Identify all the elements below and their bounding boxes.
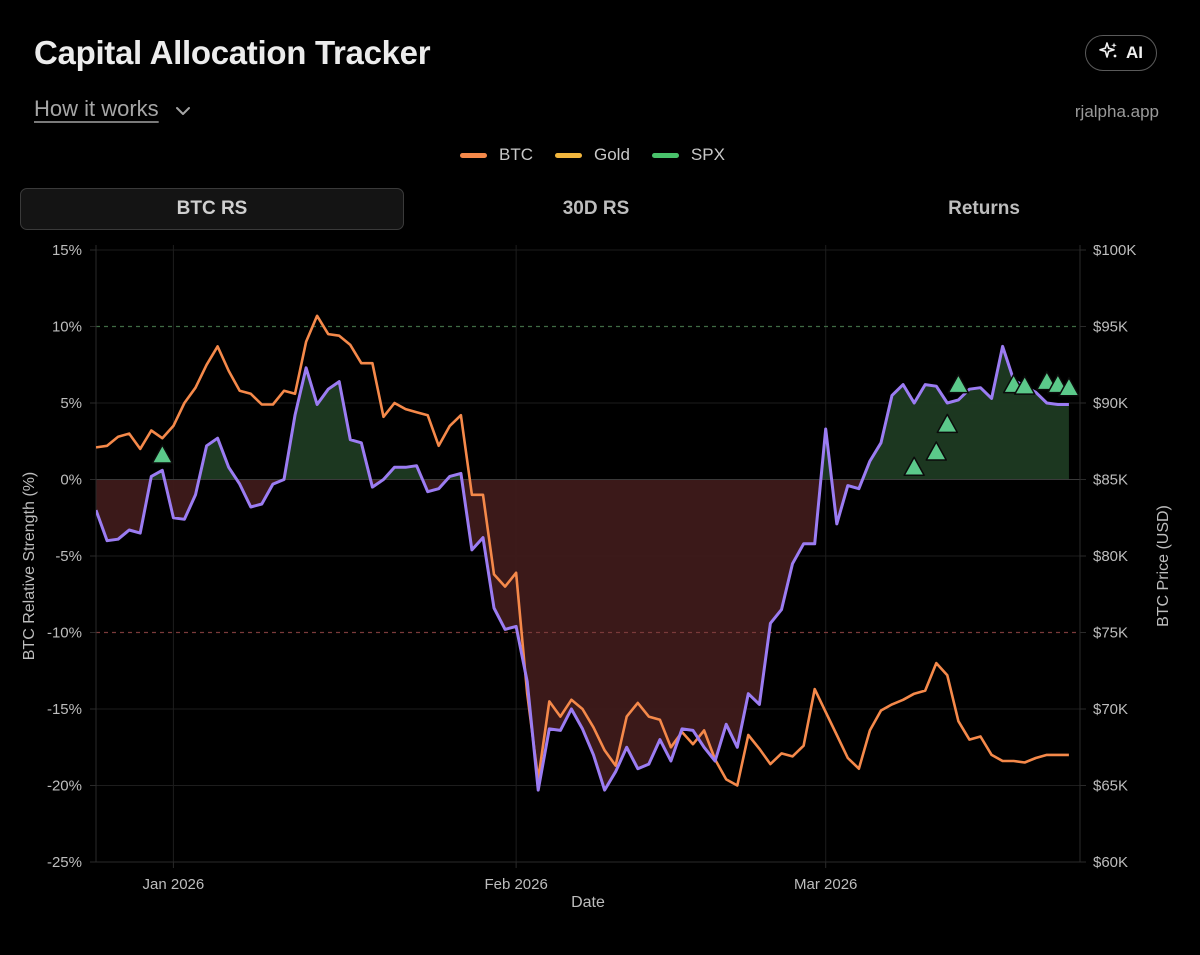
- y-tick-label: 5%: [60, 395, 82, 412]
- y2-tick-label: $90K: [1093, 395, 1128, 412]
- chevron-down-icon: [175, 96, 191, 122]
- y2-tick-label: $95K: [1093, 319, 1128, 336]
- site-url: rjalpha.app: [1074, 102, 1159, 121]
- legend-label-spx: SPX: [690, 145, 725, 164]
- y-tick-label: 10%: [52, 319, 82, 336]
- buy-signals: [151, 370, 1080, 477]
- how-it-works-label: How it works: [34, 96, 159, 121]
- how-it-works-toggle[interactable]: How it works: [34, 96, 191, 122]
- x-tick-label: Mar 2026: [794, 876, 857, 893]
- ai-label: AI: [1126, 43, 1143, 62]
- legend-item-btc[interactable]: BTC: [460, 145, 533, 165]
- y-tick-label: 15%: [52, 245, 82, 259]
- buy-signal-marker: [1058, 376, 1080, 397]
- y-tick-label: -10%: [47, 625, 82, 642]
- btc-price-line: [96, 314, 1069, 787]
- buy-signal-marker: [947, 373, 970, 394]
- tab-btc-rs[interactable]: BTC RS: [20, 188, 404, 230]
- y2-tick-label: $80K: [1093, 548, 1128, 565]
- y2-tick-label: $65K: [1093, 778, 1128, 795]
- y2-tick-label: $60K: [1093, 854, 1128, 871]
- btc-rs-line: [96, 344, 1069, 792]
- legend-swatch-gold: [555, 152, 582, 158]
- chart-tabs: BTC RS 30D RS Returns: [20, 188, 1180, 230]
- buy-signal-marker: [903, 456, 925, 477]
- negative-area-fill: [96, 479, 1069, 791]
- x-tick-label: Feb 2026: [484, 876, 547, 893]
- legend-swatch-spx: [651, 152, 679, 158]
- y2-tick-label: $70K: [1093, 701, 1128, 718]
- y-tick-label: 0%: [60, 472, 82, 489]
- legend-item-gold[interactable]: Gold: [555, 145, 630, 165]
- y2-tick-label: $85K: [1093, 472, 1128, 489]
- tab-returns[interactable]: Returns: [948, 198, 1020, 219]
- buy-signal-marker: [925, 441, 948, 461]
- y2-tick-label: $75K: [1093, 625, 1128, 642]
- positive-area-fill: [96, 346, 1069, 480]
- buy-signal-marker: [936, 413, 959, 434]
- buy-signal-marker: [151, 444, 174, 464]
- tab-30d-rs[interactable]: 30D RS: [562, 198, 630, 219]
- y-tick-label: -5%: [55, 548, 82, 565]
- y-tick-label: -20%: [47, 778, 82, 795]
- btc-rs-chart[interactable]: 15% 10% 5% 0% -5% -10% -15% -20% -25% $100K $95K $9…: [0, 245, 1200, 910]
- y2-tick-label: $100K: [1093, 245, 1136, 259]
- legend-label-btc: BTC: [499, 145, 533, 164]
- y-tick-label: -25%: [47, 854, 82, 871]
- x-tick-label: Jan 2026: [143, 876, 205, 893]
- legend-swatch-btc: [460, 152, 487, 158]
- ai-button[interactable]: AI: [1085, 35, 1157, 71]
- legend-item-spx[interactable]: SPX: [651, 145, 725, 165]
- y-tick-label: -15%: [47, 701, 82, 718]
- legend-label-gold: Gold: [594, 145, 630, 164]
- page-title: Capital Allocation Tracker: [34, 34, 431, 71]
- y-axis-title: BTC Relative Strength (%): [21, 472, 38, 661]
- x-axis-title: Date: [571, 894, 605, 910]
- buy-signal-marker: [1013, 375, 1036, 395]
- sparkle-icon: [1099, 41, 1119, 66]
- chart-legend: BTC Gold SPX: [460, 145, 725, 165]
- y2-axis-title: BTC Price (USD): [1155, 505, 1172, 627]
